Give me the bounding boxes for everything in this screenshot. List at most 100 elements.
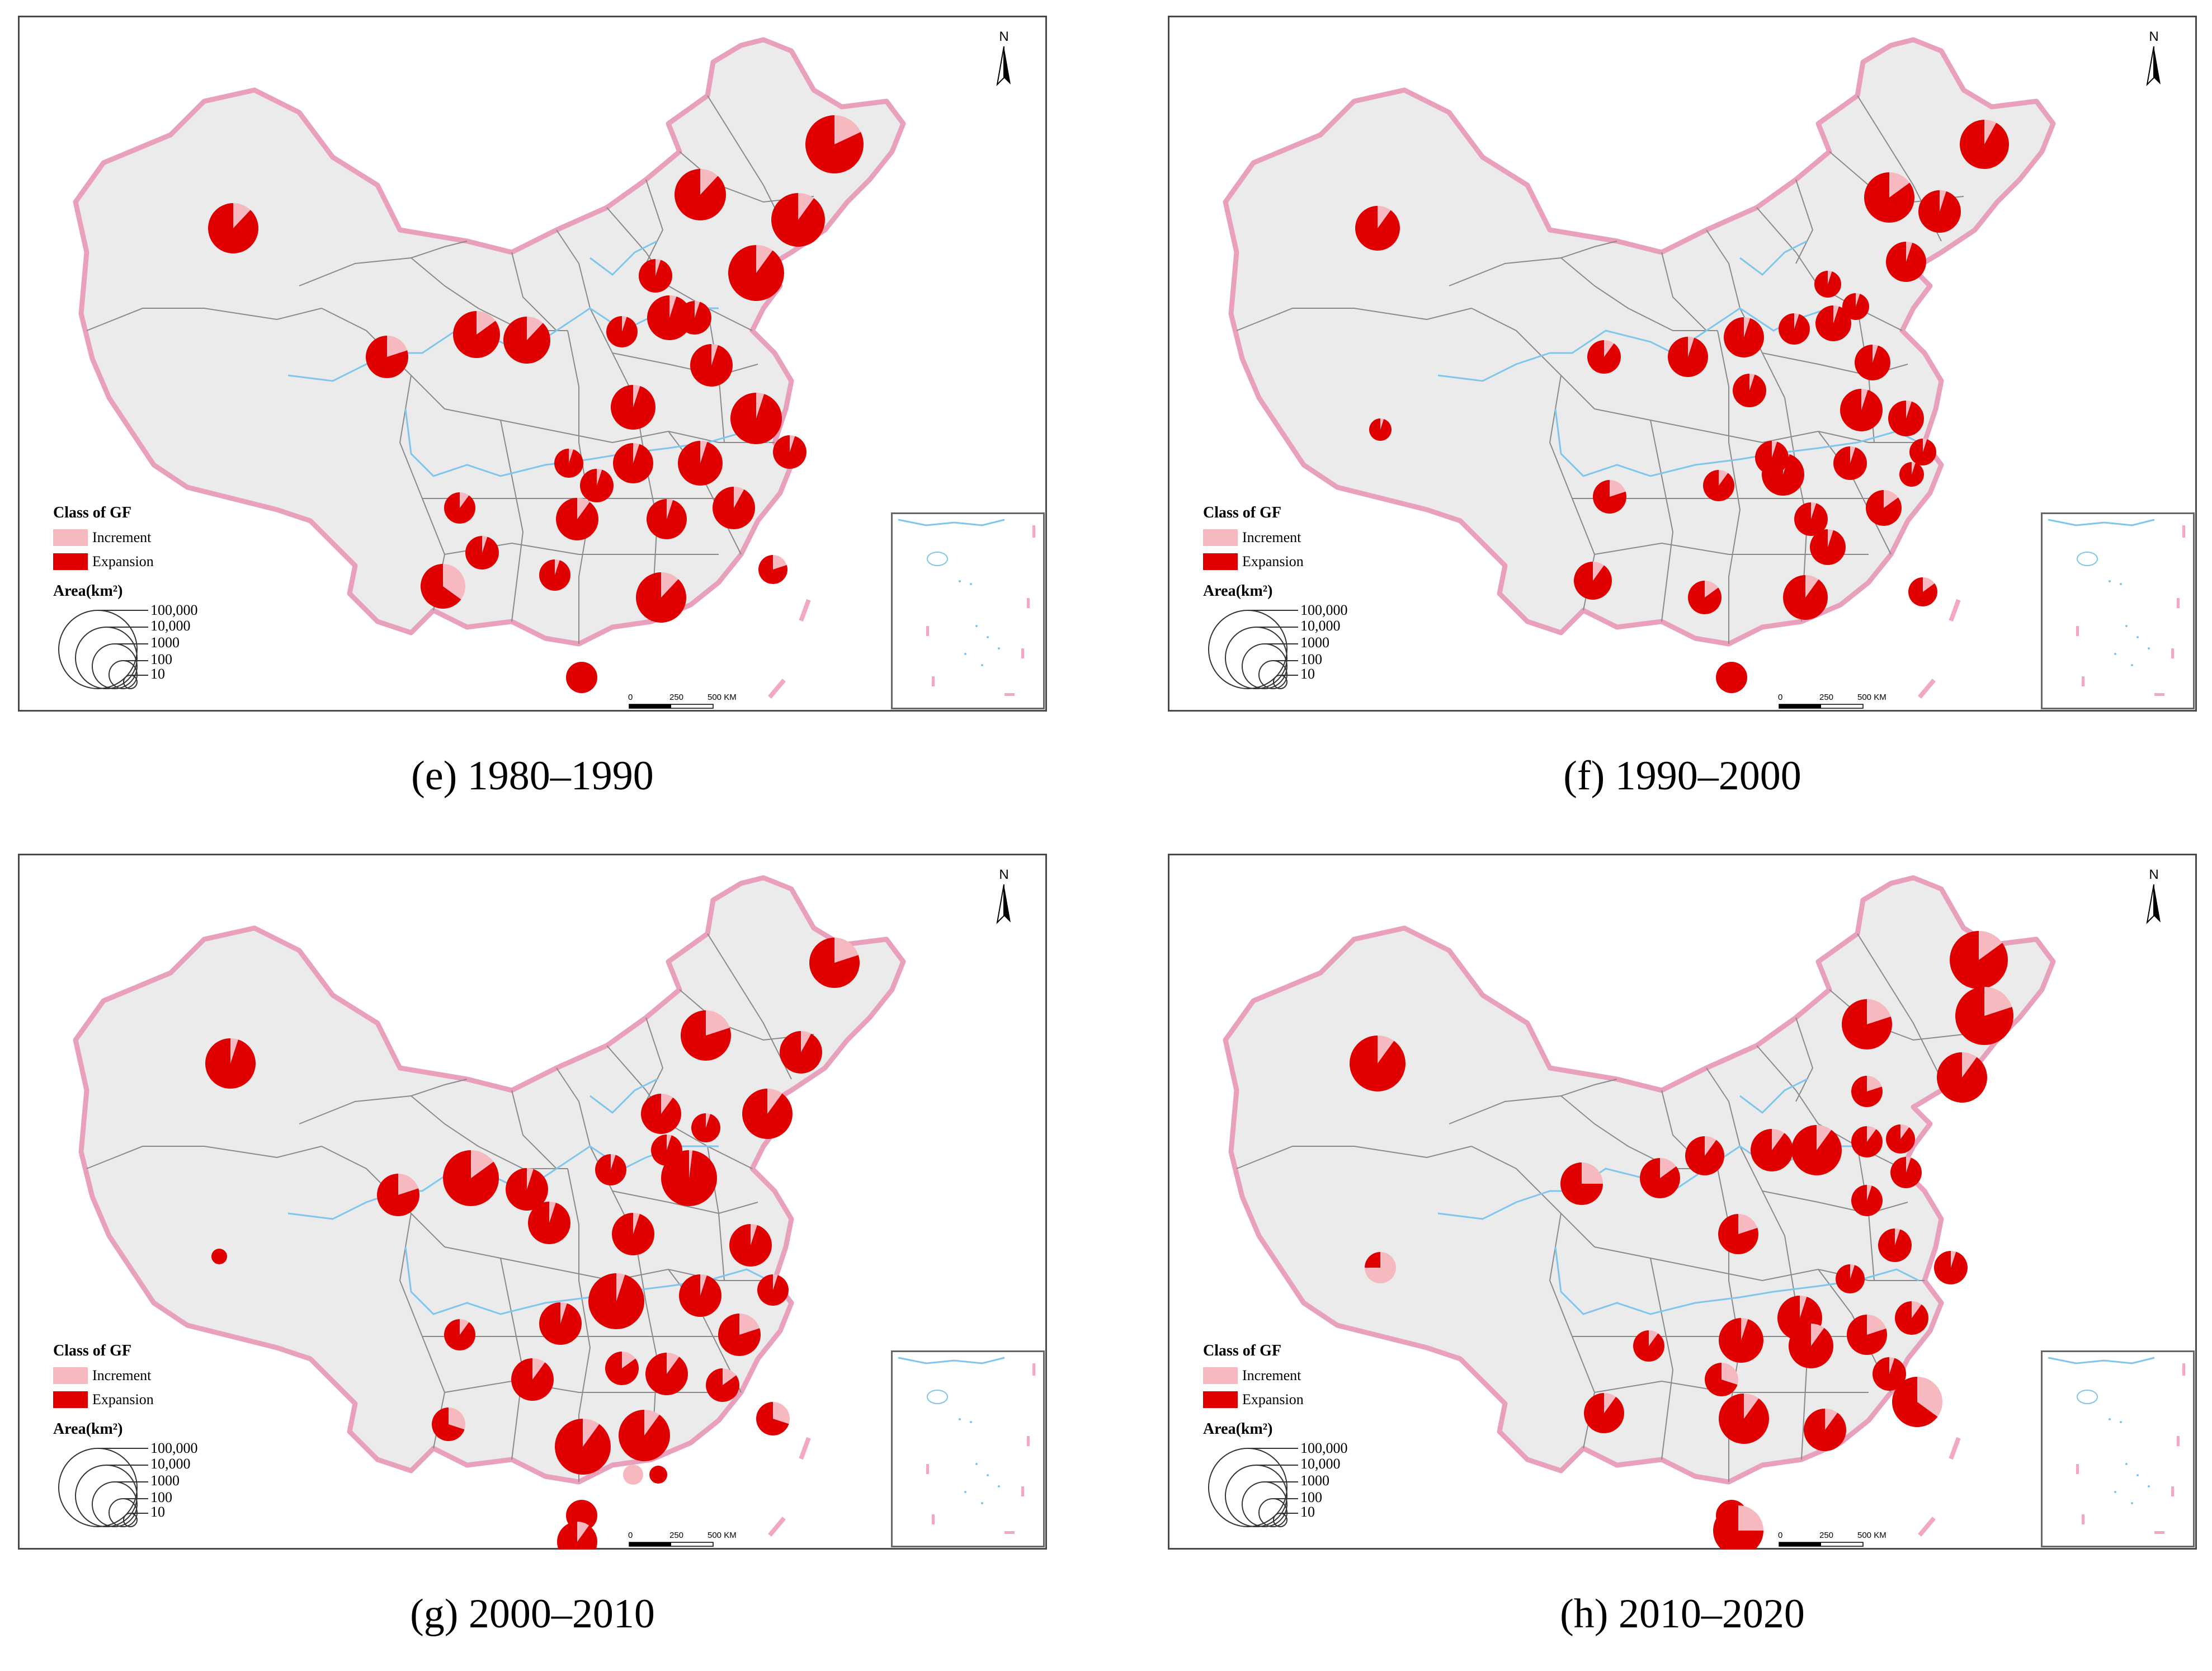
province-pie [1365,1252,1396,1283]
province-pie [1640,1158,1680,1198]
scale-label-1: 250 [1819,693,1833,702]
province-pie [1918,190,1961,233]
province-pie [420,564,465,609]
size-label-0: 100,000 [1300,1443,1348,1456]
size-label-2: 1000 [150,634,180,651]
scale-label-2: 500 KM [1857,693,1886,702]
province-pie [1908,577,1937,607]
province-pie [691,1113,720,1142]
province-pie [713,487,756,529]
province-pie [588,1273,644,1329]
province-pie [1888,401,1924,436]
province-pie [528,1202,571,1244]
size-label-4: 10 [1300,666,1315,682]
scale-label-1: 250 [669,693,683,702]
province-pie [1724,317,1764,358]
province-pie [805,115,864,174]
province-pie [1350,1035,1406,1091]
province-pie [1810,529,1846,565]
south-china-sea-inset [2041,1350,2195,1547]
south-china-sea-inset [891,512,1045,709]
size-label-4: 10 [150,1504,165,1520]
area-legend-title: Area(km²) [53,1420,123,1438]
province-pie [690,344,733,387]
province-pie [680,1010,731,1061]
province-pie [809,938,860,988]
province-pie [1878,1228,1912,1262]
province-pie [1633,1330,1664,1362]
scale-label-0: 0 [1778,693,1782,702]
province-pie [1892,1377,1942,1427]
scale-label-2: 500 KM [1857,1531,1886,1540]
province-pie [605,1352,639,1385]
increment-swatch [53,1367,88,1384]
province-pie [1864,172,1914,223]
province-pie [211,1249,227,1264]
province-pie [706,1368,740,1402]
province-pie [205,1038,256,1089]
province-pie [555,1419,611,1475]
province-pie [1804,1409,1846,1451]
province-pie [503,317,551,364]
province-pie [758,555,787,584]
province-pie [1733,374,1766,408]
province-pie [377,1174,420,1216]
panel-caption-h: (h) 2010–2020 [1560,1591,1805,1637]
province-pie [1688,581,1722,614]
pie-symbols-f [1355,120,2009,620]
province-pie [677,441,723,486]
province-pie [1890,1157,1922,1188]
province-pie [579,469,614,503]
province-pie [1955,987,2013,1045]
pie-symbols-e [208,115,864,623]
province-pie [611,385,655,430]
province-pie [554,449,583,478]
province-pie [557,1522,597,1550]
scale-label-1: 250 [669,1531,683,1540]
increment-swatch [1203,529,1238,546]
province-pie [718,1314,761,1356]
province-pie [1668,337,1708,377]
north-label: N [2149,867,2158,882]
size-label-2: 1000 [150,1472,180,1489]
province-pie [1934,1251,1968,1284]
size-label-0: 100,000 [1300,605,1348,618]
expansion-label: Expansion [1242,553,1304,569]
inset-map [2048,1357,2185,1534]
province-pie [1587,340,1621,374]
province-pie [1560,1162,1603,1205]
province-pie [1815,305,1851,341]
increment-label: Increment [1242,529,1301,545]
increment-swatch [53,529,88,546]
province-pie [742,1089,793,1139]
expansion-swatch [1203,1391,1238,1408]
south-sea-islands [566,599,811,699]
province-pie [505,1168,548,1211]
scale-bar: 0 250 500 KM [1774,1527,1941,1548]
province-pie [1836,1264,1865,1293]
increment-label: Increment [92,529,152,545]
size-label-4: 10 [150,666,165,682]
scale-label-0: 0 [628,693,633,702]
scale-bar: 0 250 500 KM [624,689,791,710]
province-pie [756,1402,790,1435]
north-arrow-icon: N [987,867,1021,934]
expansion-label: Expansion [92,1391,154,1408]
north-arrow-icon: N [987,29,1021,96]
inset-map [2048,519,2185,696]
province-pie [636,572,686,623]
legend-title: Class of GF [53,1342,131,1359]
province-pie [1584,1393,1624,1433]
expansion-label: Expansion [92,553,154,569]
scale-label-2: 500 KM [708,693,737,702]
map-legend: Class of GF Increment Expansion Area(km²) 10… [1203,504,1516,710]
province-pie [595,1154,626,1185]
pie-symbols-g [205,938,860,1550]
province-pie [780,1031,822,1074]
map-legend: Class of GF Increment Expansion Area(km²) 10… [53,504,366,710]
scale-label-1: 250 [1819,1531,1833,1540]
north-label: N [2149,29,2158,44]
province-pie [1847,1315,1887,1355]
